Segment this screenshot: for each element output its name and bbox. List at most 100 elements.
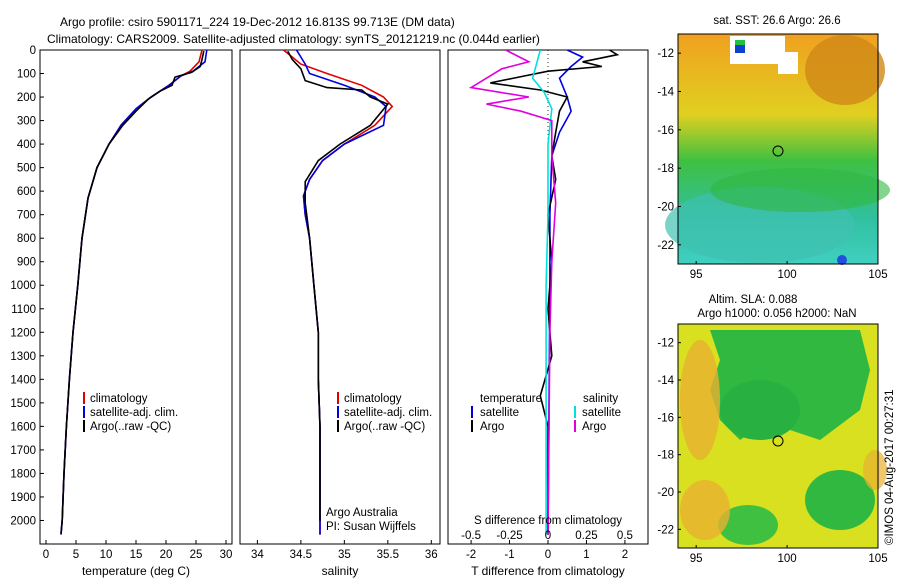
depth-tick-label: 1500: [10, 398, 36, 410]
temperature-lines: [60, 50, 208, 535]
legend-label-sal-argo: Argo: [582, 421, 606, 433]
series-climatology: [60, 50, 203, 535]
x-tick-label: 20: [160, 549, 173, 561]
legend-label-sal-satellite: satellite: [582, 407, 621, 419]
depth-tick-label: 1400: [10, 374, 36, 386]
legend-label-satellite: satellite-adj. clim.: [344, 407, 432, 419]
annotation-pi: PI: Susan Wijffels: [326, 521, 416, 533]
x-tick-label: 15: [130, 549, 143, 561]
legend-label-satellite: satellite-adj. clim.: [90, 407, 178, 419]
map-y-tick-label: -20: [657, 202, 674, 214]
legend-label-argo: Argo(..raw -QC): [344, 421, 425, 433]
header-line2: Climatology: CARS2009. Satellite-adjuste…: [47, 32, 540, 46]
x-tick-label: 34: [251, 549, 264, 561]
depth-tick-label: 1100: [11, 304, 36, 316]
difference-legend: temperature salinity satellite Argo sate…: [471, 393, 621, 433]
series-argo-raw-qc-: [60, 51, 205, 534]
map-y-tick-label: -12: [657, 338, 674, 350]
series-salinity-argo: [468, 50, 557, 535]
map-y-tick-label: -12: [657, 48, 674, 60]
depth-tick-label: 1600: [10, 421, 36, 433]
sla-green-blob-2: [805, 470, 875, 530]
difference-lines: [468, 50, 620, 535]
difference-xlabel-top: S difference from climatology: [474, 515, 622, 527]
sst-cloud-mask-2: [778, 52, 798, 74]
sst-pixel-green: [735, 40, 745, 45]
legend-header-salinity: salinity: [583, 393, 618, 405]
sst-pixel-blue: [735, 45, 745, 53]
map-x-tick-label: 105: [868, 269, 887, 281]
sla-map-axes: 95 100 105 -12 -14 -16 -18 -20 -22: [657, 338, 887, 565]
sst-map-axes: 95 100 105 -12 -14 -16 -18 -20 -22: [657, 48, 887, 281]
series-temperature-satellite: [547, 50, 585, 535]
top-tick-label: 0.5: [617, 530, 633, 542]
depth-tick-label: 700: [17, 210, 36, 222]
series-satellite-adj-clim-: [60, 50, 208, 535]
depth-tick-label: 2000: [10, 515, 36, 527]
x-tick-label: 10: [100, 549, 113, 561]
x-tick-label: 0: [43, 549, 49, 561]
depth-tick-label: 1000: [10, 280, 36, 292]
series-salinity-satellite: [531, 50, 553, 535]
salinity-panel: [239, 49, 441, 545]
series-argo-raw-qc-: [287, 50, 390, 521]
map-x-tick-label: 100: [777, 269, 796, 281]
temperature-panel: [39, 49, 233, 545]
sla-green-blob-3: [718, 505, 778, 545]
depth-tick-label: 0: [30, 45, 36, 57]
salinity-lines: [282, 50, 394, 535]
depth-tick-label: 1700: [10, 445, 36, 457]
salinity-x-axis: 34 34.5 35 35.5 36: [251, 540, 438, 561]
difference-xlabel: T difference from climatology: [471, 564, 625, 578]
map-y-tick-label: -14: [657, 375, 674, 387]
sla-warm-patch-1: [680, 340, 720, 460]
x-tick-label: 34.5: [290, 549, 312, 561]
top-tick-label: -0.25: [496, 530, 522, 542]
top-tick-label: 0: [545, 530, 551, 542]
difference-top-ticks: -0.5 -0.25 0 0.25 0.5: [461, 530, 633, 542]
sla-argo-marker: [772, 435, 784, 447]
temperature-x-axis: 0 5 10 15 20 25 30: [43, 540, 233, 561]
sst-warm-patch: [805, 35, 885, 105]
salinity-xlabel: salinity: [322, 564, 359, 578]
legend-label-temp-argo: Argo: [480, 421, 504, 433]
sla-warm-patch-3: [863, 450, 887, 490]
sst-map-frame: [677, 33, 879, 265]
depth-tick-label: 900: [17, 257, 36, 269]
annotation-argo-australia: Argo Australia: [326, 507, 398, 519]
depth-tick-label: 600: [17, 186, 36, 198]
depth-tick-label: 1300: [10, 351, 36, 363]
map-x-tick-label: 100: [777, 553, 796, 565]
x-tick-label: 0: [545, 549, 551, 561]
legend-label-climatology: climatology: [90, 393, 148, 405]
map-x-tick-label: 95: [690, 553, 703, 565]
map-y-tick-label: -22: [657, 524, 674, 536]
sla-map: [677, 323, 887, 549]
map-y-tick-label: -20: [657, 487, 674, 499]
map-y-tick-label: -18: [657, 450, 674, 462]
top-tick-label: 0.25: [575, 530, 597, 542]
top-tick-label: -0.5: [461, 530, 481, 542]
x-tick-label: 36: [425, 549, 438, 561]
series-climatology: [282, 50, 394, 535]
salinity-legend: climatology satellite-adj. clim. Argo(..…: [337, 392, 432, 433]
legend-label-climatology: climatology: [344, 393, 402, 405]
x-tick-label: -2: [466, 549, 476, 561]
x-tick-label: 5: [73, 549, 79, 561]
depth-tick-label: 400: [17, 139, 36, 151]
x-tick-label: 30: [220, 549, 233, 561]
legend-label-argo: Argo(..raw -QC): [90, 421, 171, 433]
depth-tick-label: 500: [17, 163, 36, 175]
sla-map-title-2: Argo h1000: 0.056 h2000: NaN: [697, 308, 856, 320]
map-y-tick-label: -22: [657, 240, 674, 252]
sla-warm-patch-2: [680, 480, 730, 540]
legend-label-temp-satellite: satellite: [480, 407, 519, 419]
x-tick-label: 35.5: [377, 549, 399, 561]
depth-axis: 0 100 200 300 400 500 600 700 800 900 1000 1100 1200…: [10, 45, 44, 527]
sst-blue-spot: [837, 255, 847, 265]
depth-tick-label: 1800: [10, 468, 36, 480]
map-y-tick-label: -16: [657, 125, 674, 137]
temperature-legend: climatology satellite-adj. clim. Argo(..…: [83, 392, 178, 433]
sla-map-title-1: Altim. SLA: 0.088: [709, 294, 798, 306]
